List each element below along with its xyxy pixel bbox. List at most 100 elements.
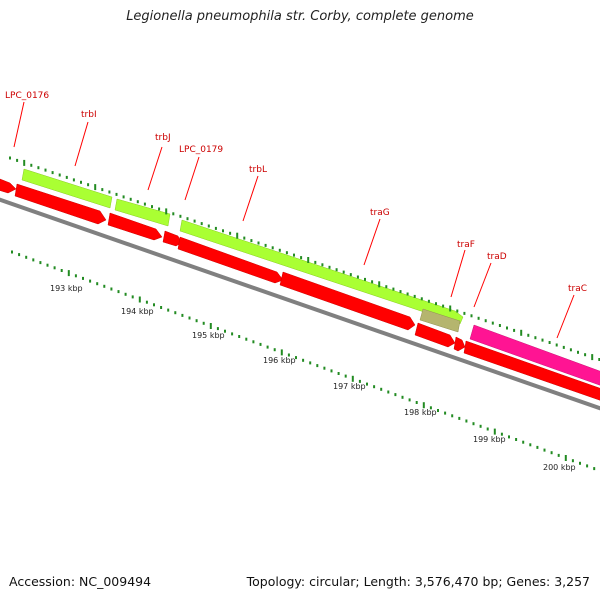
- minor-tick: [9, 156, 11, 160]
- minor-tick: [160, 306, 163, 309]
- kbp-label-196: 196 kbp: [263, 356, 296, 365]
- minor-tick: [302, 358, 305, 362]
- minor-tick: [186, 217, 189, 221]
- minor-tick: [158, 207, 161, 211]
- minor-tick: [179, 214, 182, 218]
- minor-tick: [392, 287, 395, 291]
- minor-tick: [515, 438, 518, 441]
- minor-tick: [110, 287, 113, 291]
- minor-tick: [513, 328, 516, 332]
- minor-tick: [252, 340, 255, 344]
- minor-tick: [245, 337, 248, 341]
- minor-tick: [534, 336, 537, 340]
- minor-tick: [337, 372, 340, 375]
- minor-tick: [548, 341, 551, 344]
- major-tick: [23, 159, 26, 166]
- backbone-line: [0, 197, 600, 411]
- minor-tick: [579, 461, 581, 465]
- minor-tick: [427, 299, 430, 303]
- accession-text: Accession: NC_009494: [9, 574, 152, 589]
- minor-tick: [314, 260, 317, 264]
- minor-tick: [259, 342, 262, 346]
- reverse-gene-0: [0, 178, 17, 194]
- minor-tick: [435, 302, 437, 306]
- minor-tick: [406, 292, 409, 296]
- major-tick: [165, 208, 168, 215]
- minor-tick: [103, 284, 106, 288]
- minor-tick: [174, 311, 177, 315]
- minor-tick: [420, 297, 423, 301]
- major-tick: [493, 428, 496, 435]
- kbp-label-199: 199 kbp: [473, 435, 506, 444]
- minor-tick: [273, 348, 276, 352]
- minor-tick: [145, 300, 148, 304]
- minor-tick: [456, 309, 459, 313]
- outer-tick-marks: [9, 156, 600, 361]
- minor-tick: [330, 369, 333, 373]
- major-tick: [520, 329, 523, 336]
- minor-tick: [323, 366, 326, 370]
- minor-tick: [117, 290, 120, 294]
- minor-tick: [385, 285, 388, 289]
- minor-tick: [387, 390, 390, 394]
- minor-tick: [96, 282, 99, 286]
- minor-tick: [479, 424, 482, 428]
- map-title: Legionella pneumophila str. Corby, compl…: [126, 9, 474, 24]
- minor-tick: [108, 190, 111, 194]
- major-tick: [138, 296, 141, 303]
- minor-tick: [80, 180, 82, 184]
- minor-tick: [335, 268, 338, 272]
- minor-tick: [172, 212, 175, 216]
- minor-tick: [522, 440, 525, 444]
- minor-tick: [500, 432, 503, 436]
- minor-tick: [25, 255, 28, 259]
- minor-tick: [87, 183, 90, 187]
- minor-tick: [293, 253, 295, 257]
- minor-tick: [394, 393, 397, 397]
- gene-label-traF: traF: [457, 240, 475, 250]
- major-tick: [564, 455, 567, 461]
- minor-tick: [60, 269, 63, 272]
- major-tick: [378, 281, 381, 288]
- minor-tick: [437, 409, 439, 412]
- gene-label-LPC_0179: LPC_0179: [179, 145, 223, 155]
- minor-tick: [598, 358, 600, 361]
- minor-tick: [413, 294, 416, 298]
- minor-tick: [200, 222, 203, 226]
- minor-tick: [202, 321, 205, 325]
- minor-tick: [82, 276, 84, 280]
- minor-tick: [536, 445, 539, 449]
- forward-gene-traF: [419, 308, 461, 333]
- minor-tick: [115, 192, 118, 196]
- minor-tick: [167, 308, 170, 312]
- reverse-gene-6: [414, 322, 456, 348]
- gene-label-trbI: trbI: [81, 110, 97, 120]
- minor-tick: [415, 401, 418, 404]
- minor-tick: [216, 327, 219, 331]
- gene-label-traC: traC: [568, 284, 587, 294]
- minor-tick: [429, 406, 432, 410]
- minor-tick: [285, 251, 288, 255]
- minor-tick: [373, 385, 376, 389]
- minor-tick: [37, 166, 40, 170]
- minor-tick: [458, 416, 461, 420]
- minor-tick: [571, 459, 574, 463]
- minor-tick: [122, 195, 125, 199]
- minor-tick: [11, 250, 13, 254]
- minor-tick: [465, 419, 468, 423]
- major-tick: [307, 257, 310, 263]
- minor-tick: [399, 290, 402, 294]
- minor-tick: [380, 387, 383, 391]
- kbp-label-195: 195 kbp: [192, 331, 225, 340]
- minor-tick: [321, 263, 324, 267]
- major-tick: [449, 305, 452, 312]
- kbp-label-197: 197 kbp: [333, 382, 366, 391]
- kbp-label-194: 194 kbp: [121, 307, 154, 316]
- minor-tick: [136, 200, 139, 204]
- minor-tick: [153, 303, 155, 307]
- minor-tick: [30, 163, 33, 167]
- minor-tick: [543, 448, 546, 452]
- minor-tick: [46, 263, 49, 267]
- minor-tick: [257, 241, 260, 245]
